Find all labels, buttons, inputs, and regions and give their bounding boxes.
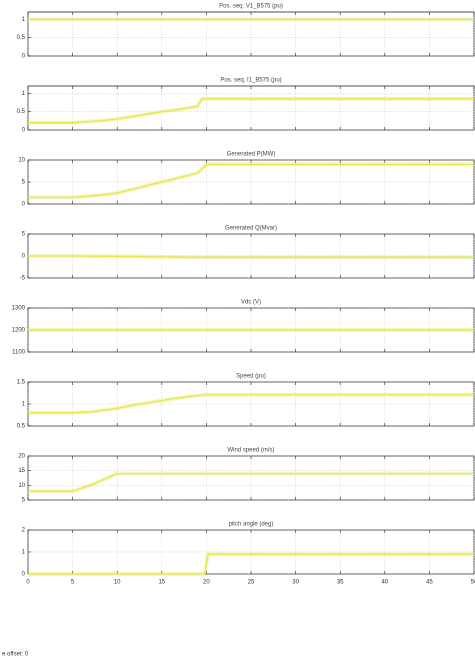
y-tick-label: 10: [18, 483, 25, 489]
plot-area: [27, 85, 475, 131]
plot-title: Generated Q(Mvar): [225, 226, 277, 232]
y-tick-label: 1200: [12, 328, 26, 334]
y-tick-label: 1100: [12, 350, 26, 356]
y-tick-label: -5: [20, 276, 26, 282]
y-tick-label: 1300: [12, 306, 26, 312]
y-tick-label: 1: [22, 550, 26, 556]
x-tick-label: 25: [248, 580, 255, 586]
y-tick-label: 2: [22, 528, 26, 534]
y-tick-label: 15: [18, 468, 25, 474]
y-tick-label: 5: [22, 498, 26, 504]
y-tick-label: 1.5: [17, 380, 26, 386]
y-tick-label: 0.5: [17, 424, 26, 430]
y-tick-label: 0.5: [17, 109, 26, 115]
y-tick-label: 0: [22, 202, 26, 208]
y-tick-label: 0.5: [17, 35, 26, 41]
x-tick-label: 45: [426, 580, 433, 586]
x-tick-label: 30: [292, 580, 299, 586]
signal-line: [28, 163, 474, 199]
signal-line: [28, 255, 474, 258]
signal-line: [28, 553, 474, 575]
time-offset: e offset: 0: [2, 652, 29, 658]
x-tick-label: 40: [381, 580, 388, 586]
y-tick-label: 10: [18, 158, 25, 164]
y-tick-label: 1: [22, 91, 26, 97]
x-tick-label: 50: [471, 580, 475, 586]
x-tick-label: 0: [26, 580, 30, 586]
plot-title: Wind speed (m/s): [227, 448, 274, 454]
x-tick-label: 35: [337, 580, 344, 586]
x-tick-label: 20: [203, 580, 210, 586]
y-tick-label: 5: [22, 232, 26, 238]
plot-title: Speed (pu): [236, 374, 266, 380]
y-tick-label: 0: [22, 254, 26, 260]
y-tick-label: 1: [22, 17, 26, 23]
y-tick-label: 20: [18, 454, 25, 460]
x-tick-label: 15: [158, 580, 165, 586]
y-tick-label: 0: [22, 54, 26, 60]
plot-title: Generated P(MW): [227, 152, 276, 158]
x-tick-label: 10: [114, 580, 121, 586]
y-tick-label: 0: [22, 572, 26, 578]
signal-line: [28, 472, 474, 492]
plot-title: pitch angle (deg): [229, 522, 274, 528]
y-tick-label: 5: [22, 180, 26, 186]
plot-title: Pos. seq. V1_B575 (pu): [219, 4, 283, 10]
y-tick-label: 1: [22, 402, 26, 408]
plot-title: Pos. seq. I1_B575 (pu): [220, 78, 281, 84]
signal-line: [28, 98, 474, 124]
y-tick-label: 0: [22, 128, 26, 134]
x-tick-label: 5: [71, 580, 75, 586]
signal-line: [28, 394, 474, 414]
plot-title: Vdc (V): [241, 300, 261, 306]
plot-area: [27, 455, 475, 501]
